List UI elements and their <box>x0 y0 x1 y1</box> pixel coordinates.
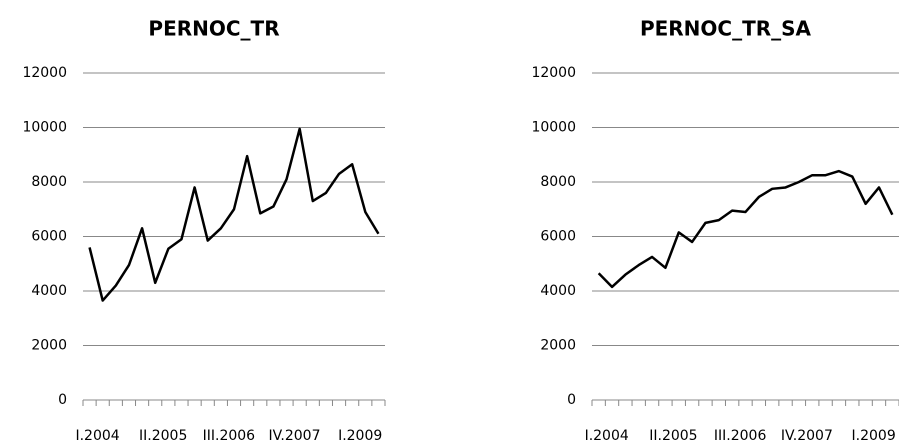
chart-title: PERNOC_TR_SA <box>640 17 812 41</box>
x-tick-label: II.2005 <box>139 428 187 442</box>
x-tick-label: IV.2007 <box>781 428 833 442</box>
x-tick-label: I.2004 <box>585 428 629 442</box>
y-tick-label: 4000 <box>540 283 576 299</box>
y-tick-label: 6000 <box>31 229 67 245</box>
y-tick-label: 8000 <box>31 174 67 190</box>
y-tick-label: 10000 <box>22 120 67 136</box>
x-tick-label: I.2009 <box>852 428 896 442</box>
x-tick-label: III.2006 <box>203 428 256 442</box>
x-tick-label: II.2005 <box>649 428 697 442</box>
y-tick-label: 2000 <box>31 338 67 354</box>
x-tick-label: III.2006 <box>714 428 767 442</box>
x-tick-label: IV.2007 <box>269 428 321 442</box>
line <box>597 169 894 289</box>
y-tick-label: 4000 <box>31 283 67 299</box>
x-tick-label: I.2009 <box>338 428 382 442</box>
y-tick-label: 2000 <box>540 338 576 354</box>
y-tick-label: 8000 <box>540 174 576 190</box>
y-tick-label: 10000 <box>531 120 576 136</box>
y-tick-label: 12000 <box>531 65 576 81</box>
y-tick-label: 12000 <box>22 65 67 81</box>
chart-title: PERNOC_TR <box>148 17 279 41</box>
y-tick-label: 6000 <box>540 229 576 245</box>
line <box>88 127 380 302</box>
y-tick-label: 0 <box>58 392 67 408</box>
x-tick-label: I.2004 <box>75 428 119 442</box>
y-tick-label: 0 <box>567 392 576 408</box>
